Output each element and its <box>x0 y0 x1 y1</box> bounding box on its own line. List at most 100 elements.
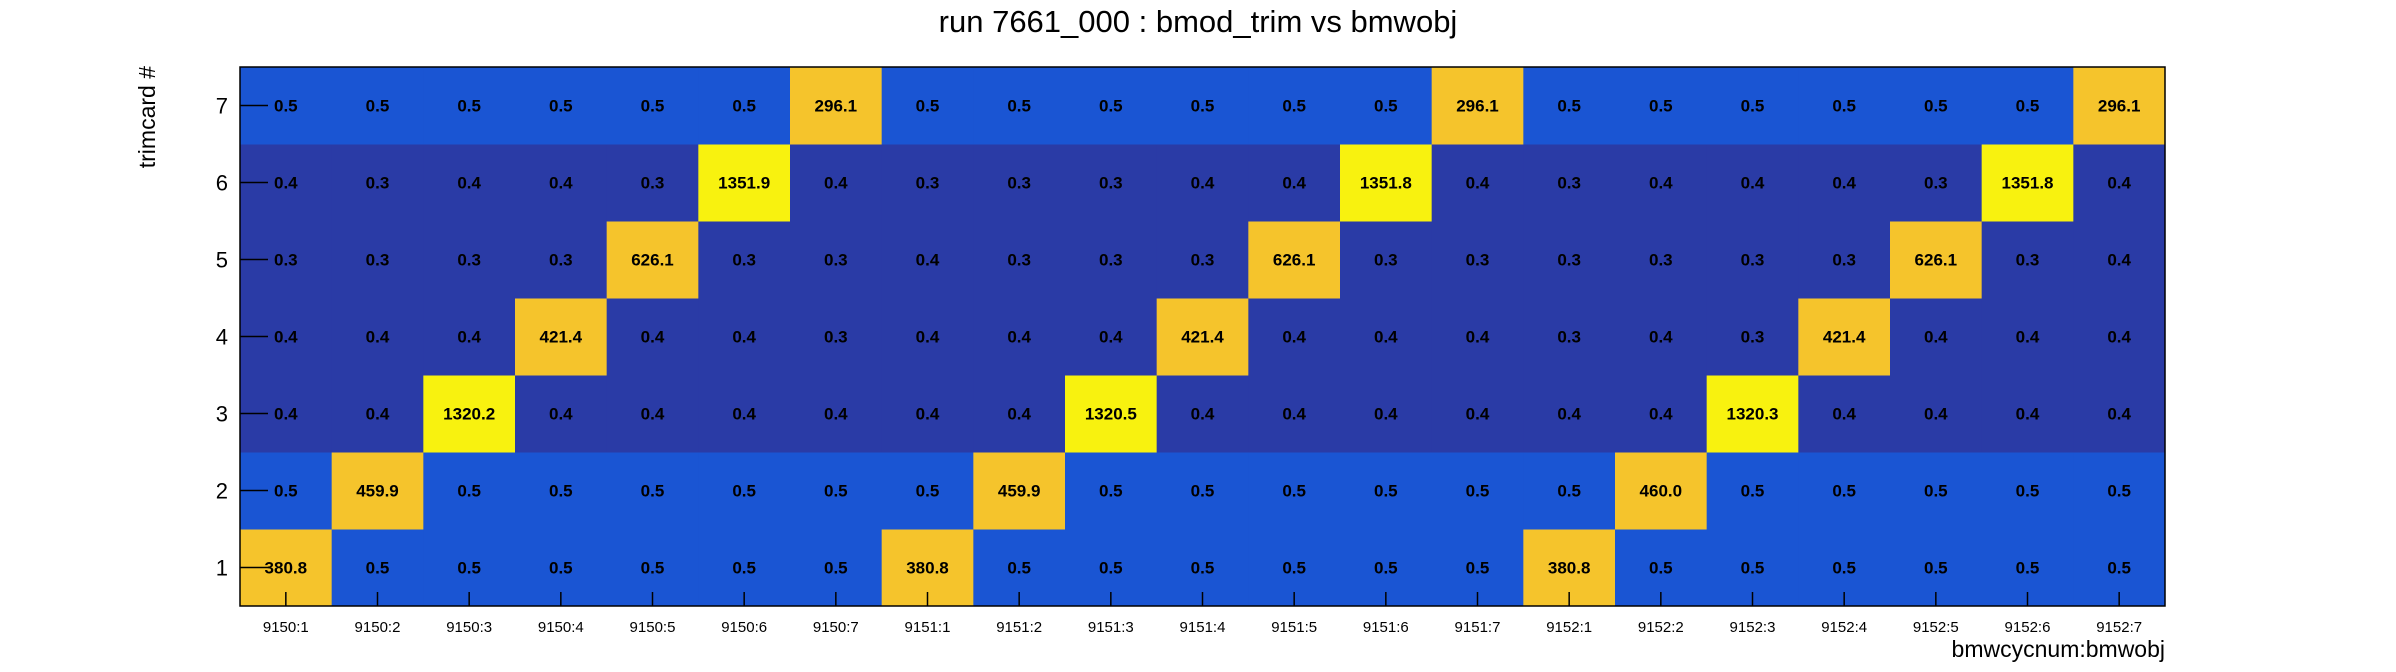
heatmap-cell <box>1431 375 1524 453</box>
heatmap-cell <box>423 375 516 453</box>
heatmap-cell <box>1065 298 1158 376</box>
cell-value-label: 0.3 <box>274 251 298 270</box>
heatmap-cell <box>1615 298 1708 376</box>
x-tick-label: 9151:3 <box>1088 619 1134 636</box>
cell-value-label: 296.1 <box>1456 97 1499 116</box>
heatmap-cell <box>1706 67 1799 145</box>
heatmap-cell <box>331 375 424 453</box>
heatmap-cell <box>1890 298 1983 376</box>
y-axis-ticks: 1 2 3 4 5 6 7 <box>216 94 268 581</box>
cell-value-label: 0.3 <box>1099 251 1123 270</box>
cell-value-label: 0.5 <box>1924 559 1948 578</box>
heatmap-cell <box>1798 298 1891 376</box>
cell-value-label: 0.4 <box>1282 405 1306 424</box>
cell-value-label: 0.4 <box>1832 405 1856 424</box>
heatmap-cell <box>1615 375 1708 453</box>
heatmap-cell <box>1065 144 1158 222</box>
heatmap-cell <box>1156 67 1249 145</box>
cell-value-label: 0.5 <box>824 482 848 501</box>
heatmap-cell <box>1340 221 1433 299</box>
x-tick-label: 9152:2 <box>1638 619 1684 636</box>
cell-value-label: 0.4 <box>824 174 848 193</box>
heatmap-cell <box>515 298 608 376</box>
heatmap-cell <box>1890 67 1983 145</box>
heatmap-cell <box>973 452 1066 530</box>
cell-value-label: 296.1 <box>2098 97 2141 116</box>
cell-value-label: 0.4 <box>549 174 573 193</box>
heatmap-cell <box>790 144 883 222</box>
cell-value-label: 0.3 <box>1832 251 1856 270</box>
cell-value-label: 0.4 <box>641 405 665 424</box>
heatmap-cell <box>698 375 791 453</box>
x-tick-label: 9152:4 <box>1821 619 1867 636</box>
cell-value-label: 0.5 <box>549 559 573 578</box>
heatmap-cell <box>790 298 883 376</box>
heatmap-cell <box>1798 375 1891 453</box>
cell-value-label: 0.5 <box>641 482 665 501</box>
heatmap-cell <box>1248 375 1341 453</box>
heatmap-cell <box>881 221 974 299</box>
cell-value-label: 1351.9 <box>718 174 770 193</box>
heatmap-cell <box>1248 221 1341 299</box>
cell-value-label: 0.5 <box>641 97 665 116</box>
cell-value-label: 0.4 <box>366 328 390 347</box>
heatmap-cell <box>1706 221 1799 299</box>
heatmap-cell <box>973 221 1066 299</box>
cell-value-label: 0.4 <box>1924 405 1948 424</box>
cell-value-label: 0.3 <box>1649 251 1673 270</box>
cell-value-label: 0.3 <box>1557 251 1581 270</box>
x-tick-label: 9152:5 <box>1913 619 1959 636</box>
heatmap-cell <box>423 144 516 222</box>
heatmap-cell <box>1431 67 1524 145</box>
cell-value-label: 0.4 <box>1099 328 1123 347</box>
heatmap-cell <box>1340 375 1433 453</box>
heatmap-cell <box>1065 221 1158 299</box>
cell-value-label: 0.5 <box>1741 559 1765 578</box>
cell-value-label: 0.3 <box>824 328 848 347</box>
cell-value-label: 1351.8 <box>2002 174 2054 193</box>
cell-value-label: 0.5 <box>2107 482 2131 501</box>
heatmap-cell <box>1706 298 1799 376</box>
cell-value-label: 0.4 <box>732 328 756 347</box>
heatmap-cell <box>881 144 974 222</box>
cell-value-label: 626.1 <box>631 251 674 270</box>
cell-value-label: 0.5 <box>1924 482 1948 501</box>
cell-value-label: 0.3 <box>1741 328 1765 347</box>
heatmap-cell <box>515 221 608 299</box>
heatmap-cell <box>1981 375 2074 453</box>
heatmap-cell <box>606 221 699 299</box>
heatmap-cell <box>515 452 608 530</box>
heatmap-cell <box>790 452 883 530</box>
x-tick-label: 9152:3 <box>1730 619 1776 636</box>
cell-value-label: 0.4 <box>1374 405 1398 424</box>
cell-value-label: 0.5 <box>457 482 481 501</box>
x-tick-label: 9151:7 <box>1455 619 1501 636</box>
heatmap-cell <box>790 375 883 453</box>
heatmap-cell <box>1981 452 2074 530</box>
cell-value-label: 0.4 <box>1649 405 1673 424</box>
heatmap-cell <box>1156 298 1249 376</box>
x-tick-label: 9151:6 <box>1363 619 1409 636</box>
cell-value-label: 0.4 <box>1007 328 1031 347</box>
heatmap-cell <box>2073 452 2166 530</box>
x-tick-label: 9150:7 <box>813 619 859 636</box>
heatmap-cell <box>1248 67 1341 145</box>
heatmap-cell <box>881 452 974 530</box>
cell-value-label: 0.5 <box>366 97 390 116</box>
cell-value-labels: 380.8 0.5 0.5 0.5 0.5 0.5 0.5 380.8 0.5 0.5 0.5 0.5… <box>265 97 2141 578</box>
heatmap-cell <box>698 221 791 299</box>
heatmap-cell <box>1981 298 2074 376</box>
cell-value-label: 1351.8 <box>1360 174 1412 193</box>
cell-value-label: 0.5 <box>1282 482 1306 501</box>
cell-value-label: 421.4 <box>540 328 583 347</box>
cell-value-label: 0.3 <box>1007 174 1031 193</box>
heatmap-cell <box>1248 298 1341 376</box>
cell-value-label: 0.3 <box>549 251 573 270</box>
heatmap-cell <box>331 298 424 376</box>
heatmap-cell <box>1340 452 1433 530</box>
x-tick-label: 9151:2 <box>996 619 1042 636</box>
cell-value-label: 1320.5 <box>1085 405 1137 424</box>
cell-value-label: 0.3 <box>1924 174 1948 193</box>
cell-value-label: 0.4 <box>1282 328 1306 347</box>
heatmap-cell <box>1065 375 1158 453</box>
